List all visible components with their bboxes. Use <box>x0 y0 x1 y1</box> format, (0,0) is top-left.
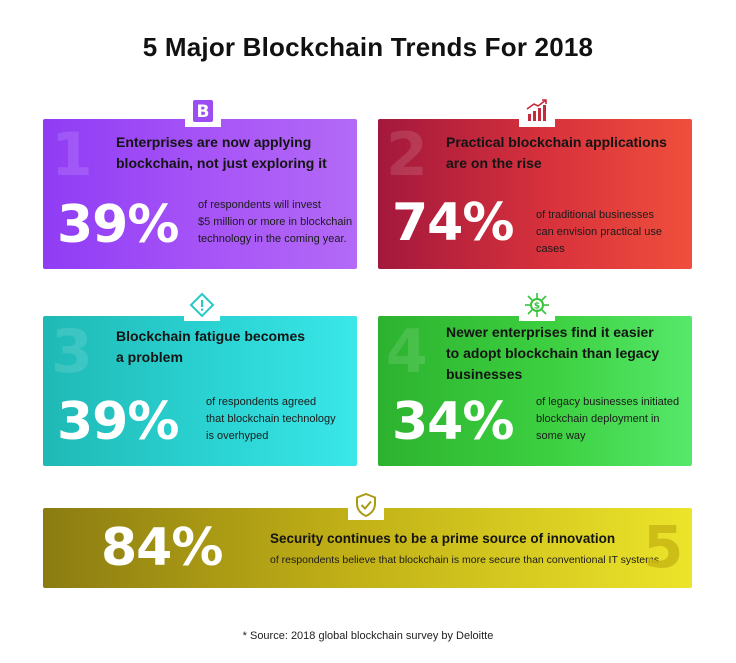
trend-description: of respondents believe that blockchain i… <box>270 554 660 566</box>
trend-percent: 84% <box>101 518 223 578</box>
trend-headline: Practical blockchain applications are on… <box>446 134 667 171</box>
trend-card-3: 3 Blockchain fatigue becomes a problem 3… <box>43 316 357 466</box>
trend-description: of respondents agreed that blockchain te… <box>206 396 336 442</box>
trend-card-1: 1 Enterprises are now applying blockchai… <box>43 119 357 269</box>
trend-card-2: 2 Practical blockchain applications are … <box>378 119 692 269</box>
trend-headline: Security continues to be a prime source … <box>270 531 616 546</box>
source-note: * Source: 2018 global blockchain survey … <box>242 630 494 642</box>
trend-description: of respondents will invest $5 million or… <box>198 199 353 245</box>
trend-number: 4 <box>386 317 428 387</box>
trend-number: 5 <box>643 513 684 581</box>
trend-headline: Blockchain fatigue becomes a problem <box>116 328 306 365</box>
bitcoin-icon: B <box>185 95 221 127</box>
trend-description: of legacy businesses initiated blockchai… <box>536 396 680 442</box>
trend-number: 3 <box>51 317 93 387</box>
coin-network-icon: $ <box>519 289 555 321</box>
trend-headline: Newer enterprises find it easier to adop… <box>446 324 660 382</box>
trend-description: of traditional businesses can envision p… <box>536 209 662 255</box>
trend-card-5: 84% Security continues to be a prime sou… <box>43 508 692 588</box>
shield-check-icon <box>348 490 384 520</box>
trend-percent: 39% <box>57 195 179 255</box>
trend-percent: 39% <box>57 392 179 452</box>
trend-percent: 74% <box>392 193 514 253</box>
trend-card-4: 4 Newer enterprises find it easier to ad… <box>378 316 692 466</box>
trend-number: 1 <box>51 120 93 190</box>
trend-headline: Enterprises are now applying blockchain,… <box>116 134 327 171</box>
trend-number: 2 <box>386 120 428 190</box>
svg-text:B: B <box>197 102 210 122</box>
warning-icon <box>184 289 220 321</box>
page-title: 5 Major Blockchain Trends For 2018 <box>142 32 594 62</box>
rising-chart-icon <box>519 95 555 127</box>
trend-percent: 34% <box>392 392 514 452</box>
svg-text:$: $ <box>534 302 540 312</box>
